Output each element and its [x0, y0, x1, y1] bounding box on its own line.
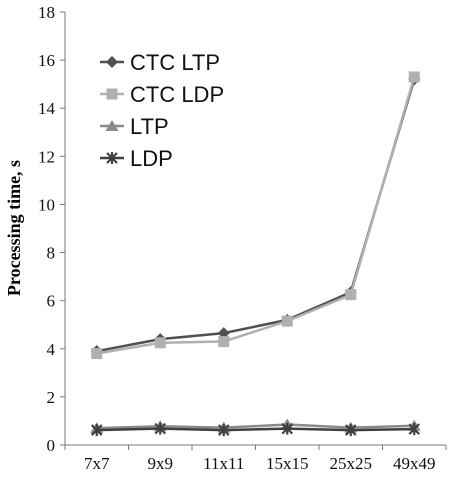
data-point: [344, 424, 357, 437]
x-tick-label: 9x9: [148, 454, 174, 473]
legend-label: LTP: [130, 114, 169, 139]
y-tick-label: 2: [47, 388, 56, 407]
data-point: [91, 348, 103, 360]
y-tick-label: 14: [38, 99, 56, 118]
data-point: [218, 336, 230, 348]
series-ldp: [90, 422, 421, 437]
data-point: [217, 424, 230, 437]
legend-label: LDP: [130, 146, 173, 171]
data-point: [408, 71, 420, 83]
x-tick-labels: 7x7 9x9 11x11 15x15 25x25 49x49: [84, 454, 436, 473]
data-point: [281, 422, 294, 435]
data-point: [408, 423, 421, 436]
legend-label: CTC LTP: [130, 50, 220, 75]
legend: CTC LTP CTC LDP LTP LDP: [100, 50, 224, 171]
y-axis-label: Processing time, s: [4, 160, 24, 296]
legend-item: LTP: [100, 114, 169, 139]
y-tick-label: 12: [38, 147, 55, 166]
legend-marker: [106, 88, 118, 100]
y-tick-labels: 0 2 4 6 8 10 12 14 16 18: [38, 3, 56, 455]
axes: [60, 11, 447, 450]
y-tick-label: 10: [38, 195, 55, 214]
y-tick-label: 6: [47, 292, 56, 311]
y-tick-label: 16: [38, 51, 55, 70]
x-tick-label: 7x7: [84, 454, 110, 473]
y-tick-label: 18: [38, 3, 55, 22]
series-ctc-ldp: [91, 71, 420, 360]
legend-marker: [105, 120, 119, 131]
legend-item: LDP: [100, 146, 173, 171]
y-tick-label: 4: [47, 340, 56, 359]
x-tick-label: 11x11: [203, 454, 244, 473]
series-line: [96, 427, 415, 432]
x-tick-label: 15x15: [266, 454, 309, 473]
legend-marker: [106, 152, 118, 164]
data-point: [154, 422, 167, 435]
series-line: [96, 423, 415, 430]
data-point: [154, 337, 166, 349]
series-lines: [90, 71, 421, 437]
data-point: [281, 315, 293, 327]
y-tick-label: 0: [47, 436, 56, 455]
x-tick-label: 25x25: [330, 454, 373, 473]
x-tick-label: 49x49: [393, 454, 436, 473]
y-tick-label: 8: [47, 244, 56, 263]
data-point: [345, 289, 357, 301]
legend-item: CTC LTP: [100, 50, 220, 75]
series-line: [96, 76, 416, 355]
data-point: [90, 424, 103, 437]
legend-marker: [106, 56, 118, 68]
legend-label: CTC LDP: [130, 82, 224, 107]
legend-item: CTC LDP: [100, 82, 224, 107]
